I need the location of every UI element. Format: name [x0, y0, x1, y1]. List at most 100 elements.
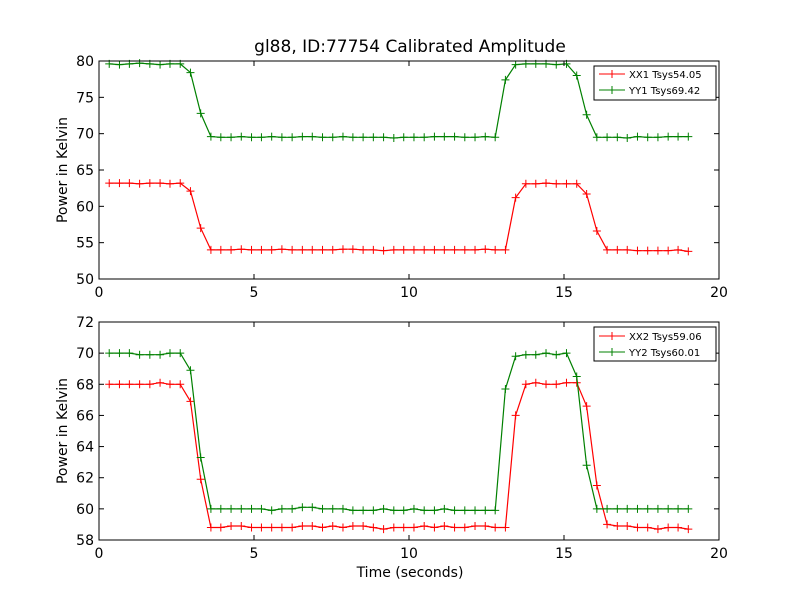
legend-label-xx1: XX1 Tsys54.05 — [629, 70, 702, 81]
data-point-yy2 — [603, 504, 612, 513]
data-point-yy1 — [196, 109, 205, 118]
data-point-xx2 — [308, 521, 317, 530]
top-y-tick-label: 50 — [76, 272, 94, 288]
data-point-yy2 — [643, 504, 652, 513]
data-point-xx1 — [623, 245, 632, 254]
data-point-xx2 — [399, 523, 408, 532]
data-point-yy2 — [521, 350, 530, 359]
data-point-yy2 — [542, 349, 551, 358]
data-point-xx1 — [664, 246, 673, 255]
data-point-xx2 — [623, 521, 632, 530]
data-point-yy2 — [145, 350, 154, 359]
data-point-xx2 — [542, 380, 551, 389]
data-point-xx2 — [501, 523, 510, 532]
data-point-xx1 — [257, 245, 266, 254]
data-point-xx1 — [572, 179, 581, 188]
data-point-xx2 — [562, 378, 571, 387]
top-legend: XX1 Tsys54.05 YY1 Tsys69.42 — [593, 65, 717, 101]
data-point-yy1 — [450, 132, 459, 141]
bottom-y-tick-label: 60 — [76, 502, 94, 518]
data-point-xx1 — [359, 245, 368, 254]
data-point-yy2 — [531, 350, 540, 359]
bottom-series-layer — [105, 349, 693, 534]
data-point-yy2 — [501, 384, 510, 393]
data-point-xx2 — [481, 521, 490, 530]
data-point-yy1 — [115, 60, 124, 69]
data-point-xx2 — [450, 523, 459, 532]
data-point-yy2 — [592, 504, 601, 513]
data-point-xx1 — [491, 245, 500, 254]
data-point-xx1 — [471, 245, 480, 254]
data-point-yy2 — [247, 504, 256, 513]
data-point-yy2 — [633, 504, 642, 513]
data-point-yy2 — [328, 504, 337, 513]
data-point-yy2 — [165, 349, 174, 358]
data-point-xx2 — [369, 523, 378, 532]
data-point-xx1 — [156, 179, 165, 188]
data-point-yy1 — [409, 133, 418, 142]
data-point-xx2 — [288, 523, 297, 532]
bottom-x-tick-label: 20 — [710, 546, 728, 562]
data-point-xx1 — [674, 245, 683, 254]
bottom-y-tick-label: 68 — [76, 377, 94, 393]
data-point-yy2 — [206, 504, 215, 513]
data-point-yy1 — [603, 133, 612, 142]
top-x-tick-label: 0 — [95, 285, 104, 301]
data-point-xx1 — [328, 245, 337, 254]
data-point-xx2 — [227, 521, 236, 530]
data-point-yy1 — [257, 133, 266, 142]
data-point-yy1 — [288, 133, 297, 142]
data-point-yy2 — [389, 506, 398, 515]
data-point-yy1 — [653, 133, 662, 142]
data-point-yy2 — [318, 504, 327, 513]
data-point-xx2 — [460, 523, 469, 532]
data-point-yy2 — [135, 350, 144, 359]
data-point-yy1 — [501, 75, 510, 84]
data-point-xx2 — [440, 521, 449, 530]
data-point-xx1 — [389, 245, 398, 254]
data-point-xx1 — [298, 245, 307, 254]
data-point-xx1 — [501, 245, 510, 254]
data-point-xx1 — [216, 245, 225, 254]
data-point-yy1 — [552, 60, 561, 69]
data-point-yy1 — [359, 133, 368, 142]
bottom-y-tick-label: 64 — [76, 440, 94, 456]
data-point-yy2 — [176, 349, 185, 358]
series-line-xx1 — [109, 182, 689, 252]
data-point-xx1 — [105, 179, 114, 188]
data-point-xx1 — [379, 246, 388, 255]
data-point-yy1 — [511, 60, 520, 69]
data-point-yy2 — [664, 504, 673, 513]
data-point-xx2 — [206, 523, 215, 532]
data-point-yy2 — [267, 506, 276, 515]
data-point-yy2 — [623, 504, 632, 513]
data-point-xx1 — [267, 245, 276, 254]
data-point-yy1 — [237, 132, 246, 141]
data-point-xx2 — [613, 521, 622, 530]
data-point-yy2 — [125, 349, 134, 358]
data-point-xx2 — [338, 523, 347, 532]
top-x-tick-label: 15 — [555, 285, 573, 301]
data-point-xx2 — [420, 521, 429, 530]
data-point-yy1 — [582, 110, 591, 119]
data-point-yy1 — [643, 133, 652, 142]
series-line-xx2 — [109, 382, 689, 530]
series-line-yy2 — [109, 352, 689, 512]
data-point-yy2 — [105, 349, 114, 358]
data-point-xx1 — [562, 179, 571, 188]
data-point-xx2 — [257, 523, 266, 532]
data-point-xx2 — [328, 521, 337, 530]
data-point-yy1 — [369, 133, 378, 142]
data-point-xx1 — [420, 245, 429, 254]
data-point-xx1 — [440, 245, 449, 254]
top-x-tick-label: 5 — [250, 285, 259, 301]
data-point-xx1 — [684, 247, 693, 256]
data-point-yy1 — [247, 133, 256, 142]
data-point-yy2 — [491, 506, 500, 515]
top-y-tick-label: 80 — [76, 54, 94, 70]
data-point-xx2 — [684, 525, 693, 534]
data-point-xx2 — [582, 402, 591, 411]
data-point-xx1 — [338, 245, 347, 254]
data-point-yy2 — [288, 504, 297, 513]
